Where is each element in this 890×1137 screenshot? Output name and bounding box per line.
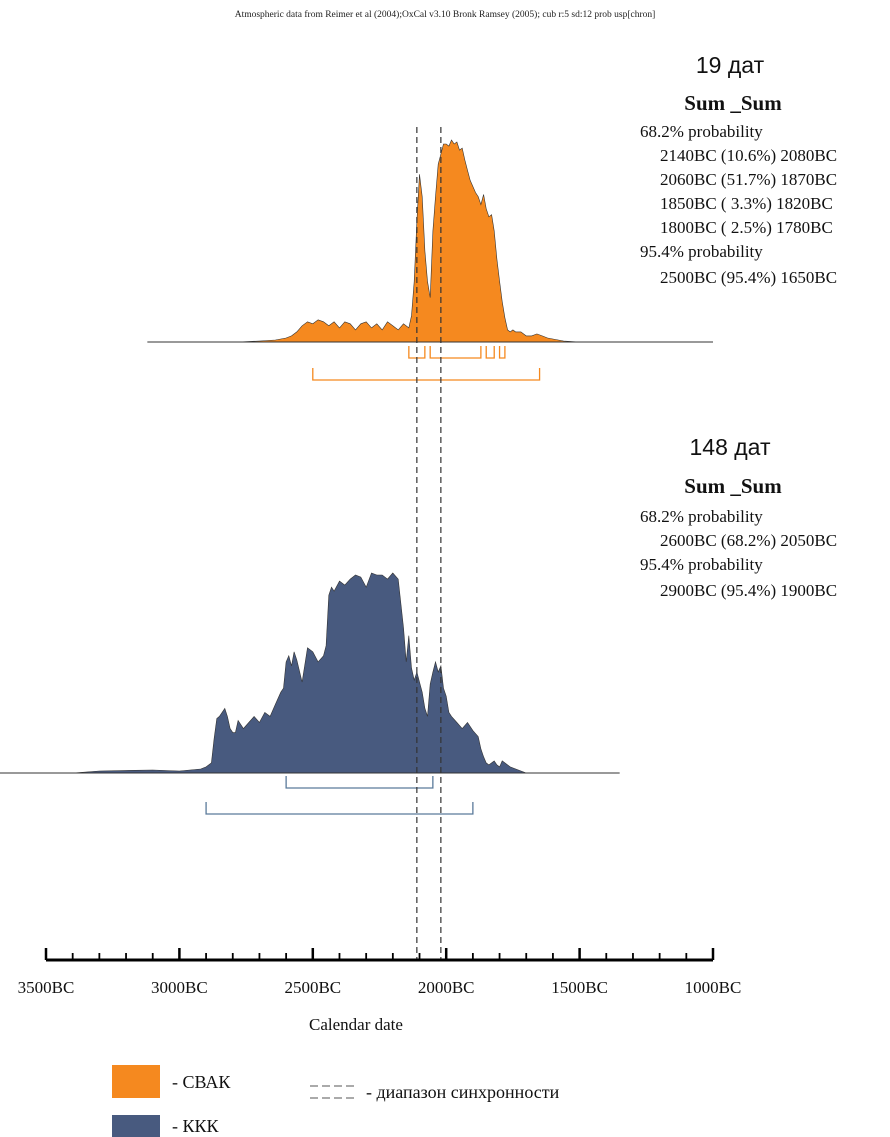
x-tick-label: 1500BC: [551, 978, 608, 997]
x-tick-label: 3000BC: [151, 978, 208, 997]
bracket-68: [285, 776, 434, 789]
distribution-area-svak: [147, 139, 713, 343]
x-tick-label: 2000BC: [418, 978, 475, 997]
x-tick-label: 3500BC: [18, 978, 75, 997]
legend-swatch-svak: [112, 1065, 160, 1098]
sync-range-lines: [416, 127, 442, 960]
legend-label-sync: - диапазон синхронности: [366, 1082, 560, 1102]
kkk-count-label: 148 дат: [689, 434, 770, 460]
svak-prob95-label: 95.4% probability: [640, 242, 763, 261]
kkk-prob68-range: 2600BC (68.2%) 2050BC: [660, 531, 837, 550]
svak-prob68-range: 1800BC ( 2.5%) 1780BC: [660, 218, 833, 237]
svak-sum-title: Sum _Sum: [684, 91, 782, 115]
bracket-68: [485, 346, 495, 359]
bracket-68: [429, 346, 482, 359]
legend-swatch-kkk: [112, 1115, 160, 1137]
svak-prob68-range: 2060BC (51.7%) 1870BC: [660, 170, 837, 189]
svak-count-label: 19 дат: [696, 52, 765, 78]
svak-prob95-range: 2500BC (95.4%) 1650BC: [660, 268, 837, 287]
kkk-prob68-label: 68.2% probability: [640, 507, 763, 526]
distribution-areas: [0, 139, 713, 774]
distribution-area-kkk: [0, 572, 620, 774]
x-axis-label: Calendar date: [309, 1015, 403, 1034]
range-brackets: [205, 346, 541, 815]
legend-label-kkk: - ККК: [172, 1116, 220, 1136]
kkk-prob95-range: 2900BC (95.4%) 1900BC: [660, 581, 837, 600]
chart-header: Atmospheric data from Reimer et al (2004…: [235, 9, 656, 20]
x-tick-label: 1000BC: [685, 978, 742, 997]
bracket-95: [312, 368, 541, 381]
bracket-95: [205, 802, 474, 815]
svak-prob68-range: 1850BC ( 3.3%) 1820BC: [660, 194, 833, 213]
bracket-68: [498, 346, 506, 359]
x-tick-label: 2500BC: [284, 978, 341, 997]
svak-prob68-label: 68.2% probability: [640, 122, 763, 141]
x-axis: 3500BC 3000BC 2500BC 2000BC 1500BC 1000BC: [18, 948, 742, 997]
kkk-sum-title: Sum _Sum: [684, 474, 782, 498]
kkk-prob95-label: 95.4% probability: [640, 555, 763, 574]
legend-label-svak: - СВАК: [172, 1072, 231, 1092]
svak-prob68-range: 2140BC (10.6%) 2080BC: [660, 146, 837, 165]
